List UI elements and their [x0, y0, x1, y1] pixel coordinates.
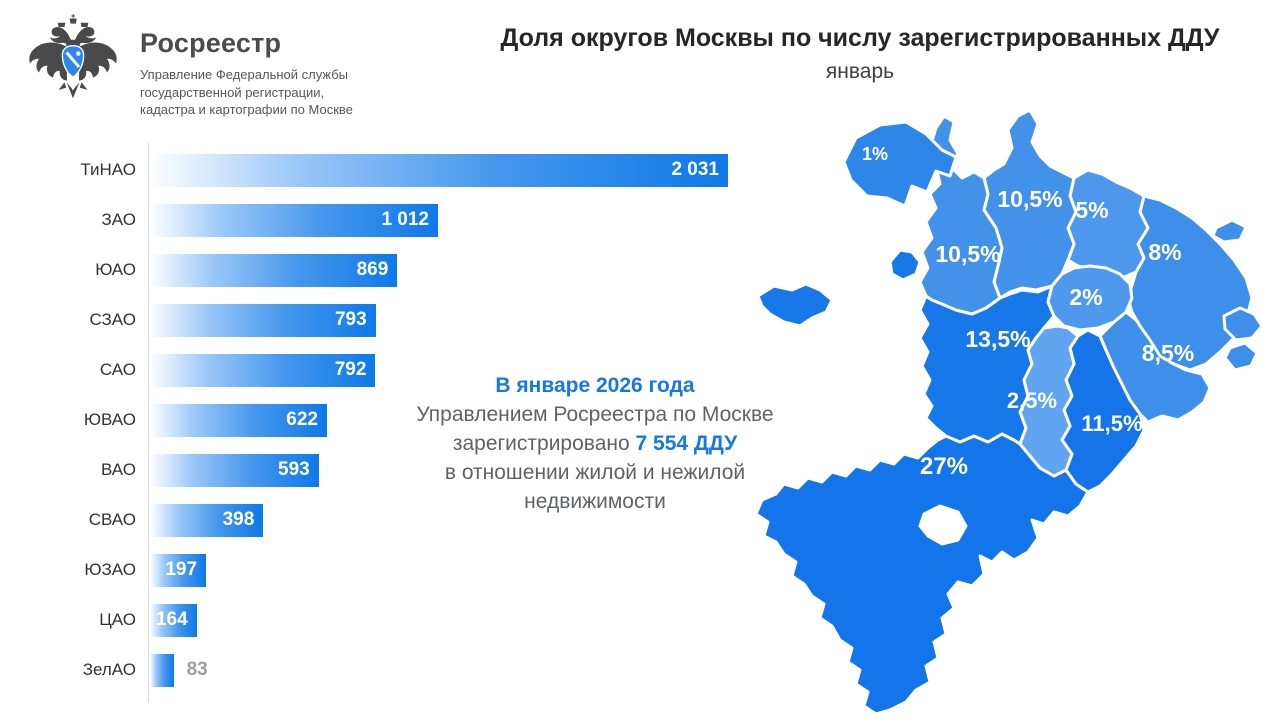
bar-value-label: 164	[155, 609, 188, 630]
bar-track: 83	[150, 653, 728, 687]
bar-track: 398	[150, 503, 728, 537]
map-percent-label-tinao: 27%	[920, 453, 968, 480]
map-region-svao	[1066, 168, 1150, 280]
bar-row: ЗАО 1 012	[58, 195, 728, 245]
map-exclave-zao-west	[756, 282, 834, 328]
map-percent-label-uvao: 8,5%	[1142, 340, 1194, 366]
bar: 792	[150, 353, 376, 387]
bar-track: 622	[150, 403, 728, 437]
summary-line5: недвижимости	[524, 490, 666, 513]
bar-value-label: 83	[186, 659, 208, 680]
brand-block: Росреестр Управление Федеральной службы …	[140, 28, 353, 119]
bar-value-label: 197	[165, 559, 198, 580]
bar-category-label: ТиНАО	[80, 160, 136, 179]
bar-category-label: ЮАО	[95, 260, 136, 279]
bar-row: СЗАО 793	[58, 295, 728, 345]
map-region-zao	[918, 284, 1056, 446]
double-headed-eagle-icon	[29, 14, 117, 99]
bar-category-label: СВАО	[88, 510, 136, 529]
page-subtitle: январь	[825, 60, 895, 83]
ddu-count: 7 554 ДДУ	[635, 432, 738, 455]
map-exclave-uvao-1	[1222, 306, 1264, 342]
bar-row: ЗелАО 83	[58, 645, 728, 695]
bar-row: ЮЗАО 197	[58, 545, 728, 595]
bar: 1 012	[150, 203, 438, 237]
map-percent-label-svao: 5%	[1075, 197, 1108, 223]
header: Доля округов Москвы по числу зарегистрир…	[460, 24, 1260, 84]
bar-row: ЮАО 869	[58, 245, 728, 295]
bar-category-label: ЦАО	[99, 610, 136, 629]
bar-track: 2 031	[150, 153, 728, 187]
map-percent-label-cao: 2%	[1069, 284, 1102, 310]
bar: 793	[150, 303, 376, 337]
bar-track: 869	[150, 253, 728, 287]
bar-value-label: 398	[222, 509, 255, 530]
bar-value-label: 793	[334, 309, 367, 330]
summary-text: В январе 2026 года Управлением Росреестр…	[375, 371, 815, 516]
map-percent-label-zao: 13,5%	[965, 326, 1030, 352]
map-region-cao	[1046, 264, 1134, 332]
bar: 2 031	[150, 153, 728, 187]
bar: 593	[150, 453, 319, 487]
bar-category-label: ВАО	[101, 460, 136, 479]
bar-value-label: 869	[356, 259, 389, 280]
bar-chart: ТиНАО 2 031 ЗАО 1 012 ЮАО 869 СЗАО 793 САО 792 ЮВА…	[58, 145, 728, 695]
map-region-tinao	[754, 432, 1090, 716]
bar-row: САО 792	[58, 345, 728, 395]
bar-value-label: 792	[334, 359, 367, 380]
bar: 83	[150, 653, 208, 687]
brand-name: Росреестр	[140, 28, 282, 58]
bar-track: 593	[150, 453, 728, 487]
bar: 869	[150, 253, 398, 287]
map-percent-label-uao: 11,5%	[1081, 411, 1142, 436]
bar-track: 197	[150, 553, 728, 587]
bar-track: 1 012	[150, 203, 728, 237]
map-exclave-vao-east	[1211, 218, 1248, 244]
map-percent-label-vao: 8%	[1148, 239, 1181, 265]
bar-category-label: ЗелАО	[82, 660, 136, 679]
bar-row: ЦАО 164	[58, 595, 728, 645]
map-percent-label-zelao: 1%	[862, 144, 888, 164]
brand-subtitle: Управление Федеральной службы государств…	[140, 67, 353, 117]
map-region-uzao	[1018, 324, 1080, 478]
bar-category-label: САО	[99, 360, 136, 379]
map-percent-label-sao: 10,5%	[997, 186, 1062, 212]
bar-row: СВАО 398	[58, 495, 728, 545]
bar: 164	[150, 603, 197, 637]
summary-line1: В январе 2026 года	[495, 374, 695, 397]
page-title: Доля округов Москвы по числу зарегистрир…	[500, 24, 1220, 52]
bar: 197	[150, 553, 207, 587]
rosreestr-logo	[22, 6, 124, 116]
map-hole	[918, 504, 968, 546]
chart-axis-line	[148, 143, 149, 703]
map-percent-label-szao: 10,5%	[935, 241, 1000, 267]
bar-value-label: 2 031	[671, 159, 719, 180]
map-exclave-uvao-2	[1223, 341, 1259, 372]
summary-line2: Управлением Росреестра по Москве	[416, 403, 774, 426]
bar-row: ТиНАО 2 031	[58, 145, 728, 195]
bar-track: 164	[150, 603, 728, 637]
map-exclave-small	[888, 248, 922, 282]
bar-value-label: 1 012	[381, 209, 429, 230]
bar: 398	[150, 503, 264, 537]
bar-row: ВАО 593	[58, 445, 728, 495]
summary-line4: в отношении жилой и нежилой	[444, 461, 746, 484]
bar-track: 792	[150, 353, 728, 387]
map-percent-label-uzao: 2,5%	[1007, 388, 1057, 413]
summary-line3: зарегистрировано 7 554 ДДУ	[452, 432, 738, 455]
map-region-zelao	[842, 120, 958, 208]
bar-value-label: 622	[286, 409, 318, 430]
bar-category-label: ЮВАО	[83, 410, 136, 429]
bar: 622	[150, 403, 327, 437]
bar-value-label: 593	[278, 459, 310, 480]
moscow-districts-map: 27% 13,5% 11,5% 10,5% 10,5% 8,5% 8% 5% 2,5% 2% 1%	[740, 100, 1283, 720]
bar-category-label: ЮЗАО	[84, 560, 136, 579]
bar-category-label: СЗАО	[89, 310, 136, 329]
bar-row: ЮВАО 622	[58, 395, 728, 445]
bar-category-label: ЗАО	[101, 210, 136, 229]
bar-track: 793	[150, 303, 728, 337]
